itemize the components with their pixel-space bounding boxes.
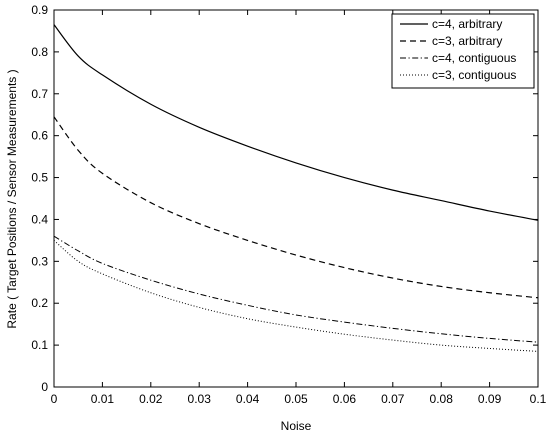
x-tick-label: 0.01 xyxy=(91,392,115,406)
x-tick-label: 0.02 xyxy=(139,392,163,406)
x-tick-label: 0.1 xyxy=(530,392,547,406)
x-tick-label: 0.03 xyxy=(188,392,212,406)
legend-box xyxy=(391,13,535,89)
legend: c=4, arbitrary c=3, arbitrary c=4, conti… xyxy=(391,13,535,89)
x-tick-label: 0.09 xyxy=(478,392,502,406)
legend-label-c4-contiguous: c=4, contiguous xyxy=(432,51,516,65)
x-tick-label: 0.05 xyxy=(284,392,308,406)
x-axis-label: Noise xyxy=(281,419,312,433)
x-tick-label: 0.08 xyxy=(430,392,454,406)
x-tick-label: 0.04 xyxy=(236,392,260,406)
y-tick-label: 0.5 xyxy=(31,171,48,185)
y-tick-label: 0 xyxy=(41,380,48,394)
y-tick-label: 0.9 xyxy=(31,3,48,17)
ticks-layer: 0 0.01 0.02 0.03 0.04 0.05 0.06 0.07 0.08 0.09 0.1… xyxy=(31,3,546,406)
x-tick-label: 0 xyxy=(51,392,58,406)
legend-label-c3-arbitrary: c=3, arbitrary xyxy=(432,34,502,48)
series-line-c-4-contiguous xyxy=(53,235,539,343)
series-line-c-4-arbitrary xyxy=(53,24,539,221)
y-tick-label: 0.7 xyxy=(31,87,48,101)
series-line-c-3-contiguous xyxy=(53,240,539,352)
y-tick-label: 0.4 xyxy=(31,212,48,226)
y-tick-label: 0.6 xyxy=(31,129,48,143)
y-tick-label: 0.3 xyxy=(31,254,48,268)
y-tick-label: 0.1 xyxy=(31,338,48,352)
legend-label-c4-arbitrary: c=4, arbitrary xyxy=(432,17,502,31)
x-tick-label: 0.07 xyxy=(381,392,405,406)
y-axis-label: Rate ( Target Positions / Sensor Measure… xyxy=(5,69,19,328)
legend-label-c3-contiguous: c=3, contiguous xyxy=(432,68,516,82)
x-tick-label: 0.06 xyxy=(333,392,357,406)
y-tick-label: 0.2 xyxy=(31,296,48,310)
y-tick-label: 0.8 xyxy=(31,45,48,59)
series-layer xyxy=(53,24,539,352)
series-line-c-3-arbitrary xyxy=(53,116,539,299)
